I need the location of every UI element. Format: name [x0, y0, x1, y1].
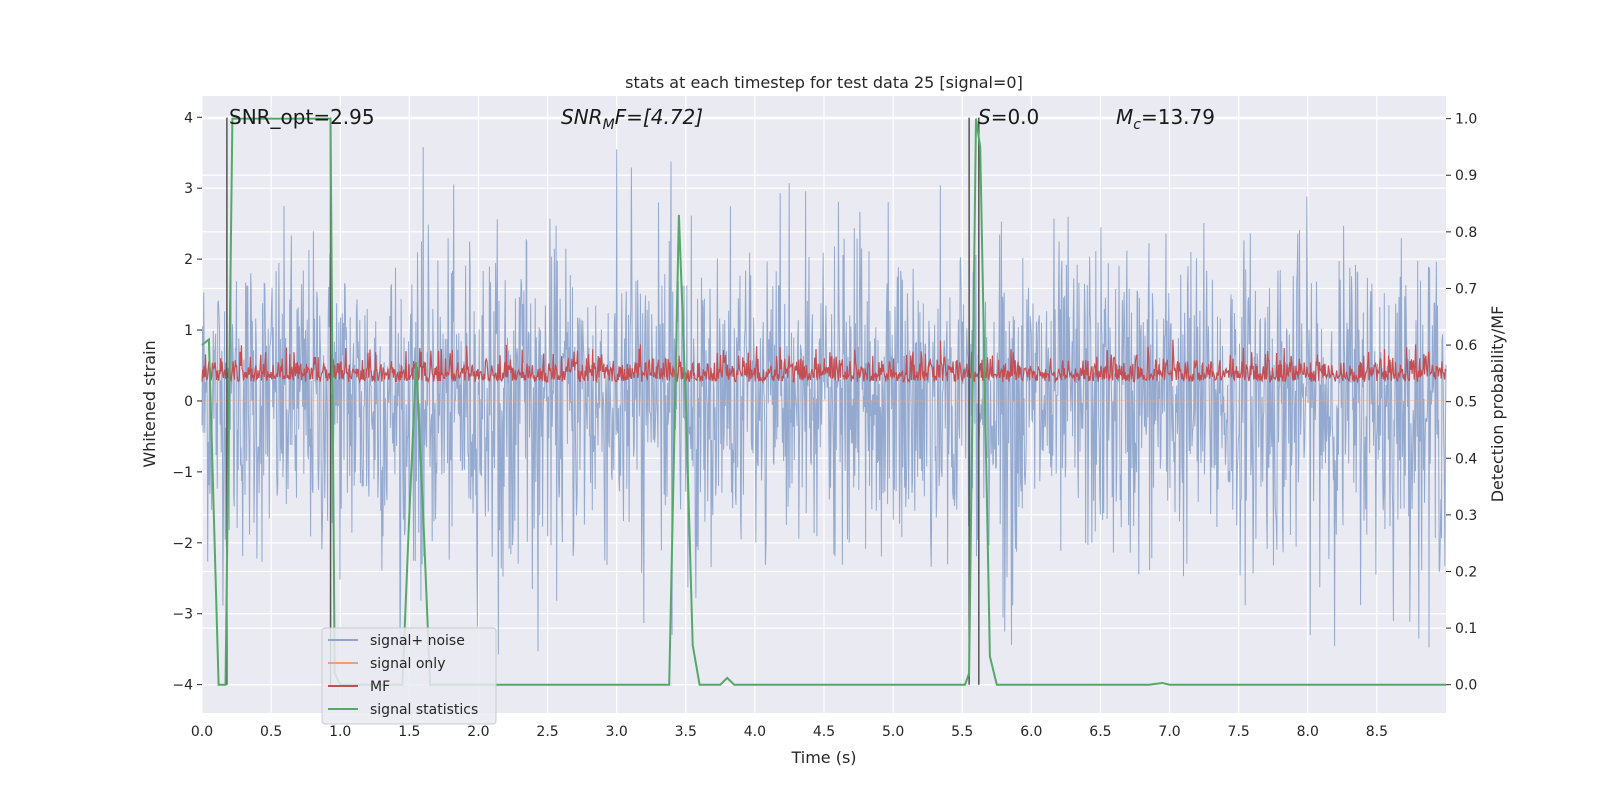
- legend-label-signal-only: signal only: [370, 656, 445, 672]
- x-tick-label: 3.5: [675, 724, 697, 740]
- annotation-mc-rest: =13.79: [1141, 105, 1215, 129]
- y-left-tick-label: 4: [184, 110, 193, 126]
- line-signal-noise: [201, 146, 1447, 655]
- x-tick-label: 4.0: [744, 724, 766, 740]
- x-tick-label: 6.0: [1020, 724, 1042, 740]
- x-tick-label: 2.5: [536, 724, 558, 740]
- x-axis-label: Time (s): [790, 748, 856, 767]
- x-tick-label: 5.0: [882, 724, 904, 740]
- x-tick-label: 8.5: [1366, 724, 1388, 740]
- y-left-tick-label: −3: [172, 607, 193, 623]
- y-right-tick-label: 0.4: [1455, 451, 1477, 467]
- y-right-tick-label: 1.0: [1455, 112, 1477, 128]
- grid-lines: [201, 96, 1446, 713]
- y-right-tick-label: 0.0: [1455, 678, 1477, 694]
- annotation-s-base: S: [978, 105, 991, 129]
- series-signal-noise: [201, 146, 1447, 655]
- y-left-axis-label: Whitened strain: [140, 340, 159, 467]
- y-right-tick-label: 0.1: [1455, 621, 1477, 637]
- x-tick-label: 7.5: [1228, 724, 1250, 740]
- x-tick-label: 4.5: [813, 724, 835, 740]
- annotation-mc-base: M: [1116, 105, 1133, 129]
- x-tick-label: 2.0: [467, 724, 489, 740]
- y-left-tick-label: 3: [184, 181, 193, 197]
- x-tick-label: 8.0: [1297, 724, 1319, 740]
- annotation-s-rest: =0.0: [991, 105, 1040, 129]
- annotation-snr-opt: SNR_opt=2.95: [229, 105, 375, 129]
- chart-title: stats at each timestep for test data 25 …: [625, 73, 1023, 92]
- y-right-tick-label: 0.7: [1455, 281, 1477, 297]
- y-left-tick-label: −4: [172, 678, 193, 694]
- series-signal-statistics: [201, 117, 1446, 686]
- x-tick-label: 1.5: [398, 724, 420, 740]
- y-left-tick-label: −1: [172, 465, 193, 481]
- annotation-snr-mf-rest: F=[4.72]: [615, 105, 703, 129]
- y-left-tick-label: 0: [184, 394, 193, 410]
- x-axis-ticks: 0.0 0.5 1.0 1.5 2.0 2.5 3.0 3.5 4.0 4.5 5.0 5.5 6.0 6…: [191, 724, 1388, 740]
- y-right-axis-ticks: 1.0 0.9 0.8 0.7 0.6 0.5 0.4 0.3 0.2 0.1 0.0: [1446, 112, 1477, 694]
- series-mf: [201, 339, 1447, 384]
- y-right-tick-label: 0.2: [1455, 564, 1477, 580]
- legend-label-signal-noise: signal+ noise: [370, 633, 465, 649]
- line-mf: [201, 339, 1447, 384]
- y-left-tick-label: 1: [184, 323, 193, 339]
- y-left-tick-label: 2: [184, 252, 193, 268]
- x-tick-label: 5.5: [951, 724, 973, 740]
- y-right-tick-label: 0.8: [1455, 225, 1477, 241]
- y-right-axis-label: Detection probability/MF: [1488, 306, 1507, 503]
- x-tick-label: 0.0: [191, 724, 213, 740]
- y-left-axis-ticks: 4 3 2 1 0 −1 −2 −3 −4: [172, 110, 202, 694]
- x-tick-label: 3.0: [606, 724, 628, 740]
- y-right-tick-label: 0.5: [1455, 395, 1477, 411]
- annotation-s: S=0.0: [978, 105, 1039, 129]
- y-right-tick-label: 0.6: [1455, 338, 1477, 354]
- annotation-mc: Mc=13.79: [1116, 105, 1215, 133]
- y-right-tick-label: 0.3: [1455, 508, 1477, 524]
- x-tick-label: 1.0: [329, 724, 351, 740]
- annotation-snr-mf-sub: M: [603, 117, 615, 133]
- legend-label-mf: MF: [370, 679, 390, 695]
- legend-box: [321, 627, 497, 725]
- annotation-snr-mf: SNRMF=[4.72]: [561, 105, 703, 133]
- legend: signal+ noise signal only MF signal stat…: [321, 627, 497, 725]
- x-tick-label: 6.5: [1089, 724, 1111, 740]
- annotation-snr-mf-base: SNR: [561, 105, 603, 129]
- annotation-mc-sub: c: [1133, 117, 1141, 133]
- y-right-tick-label: 0.9: [1455, 168, 1477, 184]
- x-tick-label: 0.5: [260, 724, 282, 740]
- line-signal-statistics: [201, 117, 1446, 686]
- legend-label-signal-statistics: signal statistics: [370, 702, 478, 718]
- y-left-tick-label: −2: [172, 536, 193, 552]
- x-tick-label: 7.0: [1158, 724, 1180, 740]
